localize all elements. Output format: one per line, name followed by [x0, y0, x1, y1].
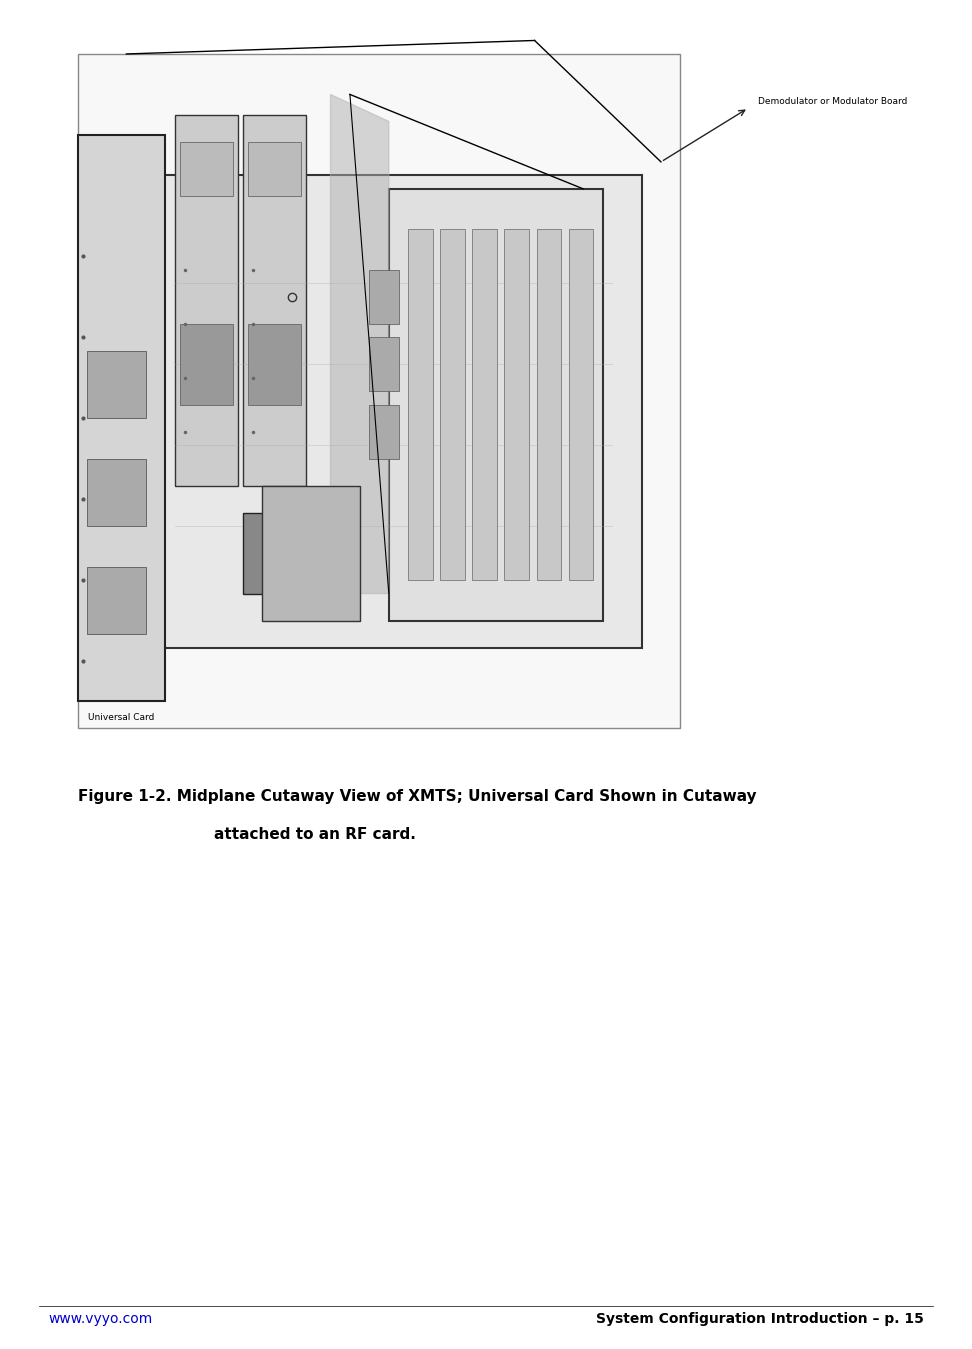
- Bar: [78, 54, 680, 728]
- Text: System Configuration Introduction – p. 15: System Configuration Introduction – p. 1…: [596, 1313, 923, 1326]
- Bar: [248, 142, 301, 196]
- Text: Universal Card: Universal Card: [88, 712, 155, 722]
- Bar: [408, 229, 433, 580]
- Bar: [440, 229, 465, 580]
- Bar: [369, 337, 399, 391]
- Polygon shape: [330, 94, 389, 594]
- Bar: [78, 135, 165, 701]
- Bar: [389, 189, 603, 621]
- Bar: [472, 229, 497, 580]
- Bar: [180, 142, 233, 196]
- Bar: [504, 229, 529, 580]
- Text: Demodulator or Modulator Board: Demodulator or Modulator Board: [758, 97, 908, 105]
- Bar: [87, 351, 146, 418]
- Bar: [87, 175, 642, 648]
- Bar: [243, 513, 321, 594]
- Bar: [569, 229, 593, 580]
- Bar: [243, 115, 306, 486]
- Bar: [248, 324, 301, 405]
- Text: www.vyyo.com: www.vyyo.com: [49, 1313, 153, 1326]
- Text: Figure 1-2. Midplane Cutaway View of XMTS; Universal Card Shown in Cutaway: Figure 1-2. Midplane Cutaway View of XMT…: [78, 789, 756, 804]
- Bar: [180, 324, 233, 405]
- Text: attached to an RF card.: attached to an RF card.: [214, 827, 416, 842]
- Bar: [369, 270, 399, 324]
- Bar: [537, 229, 561, 580]
- Bar: [369, 405, 399, 459]
- Bar: [175, 115, 238, 486]
- Bar: [87, 567, 146, 634]
- Bar: [262, 486, 360, 621]
- Bar: [87, 459, 146, 526]
